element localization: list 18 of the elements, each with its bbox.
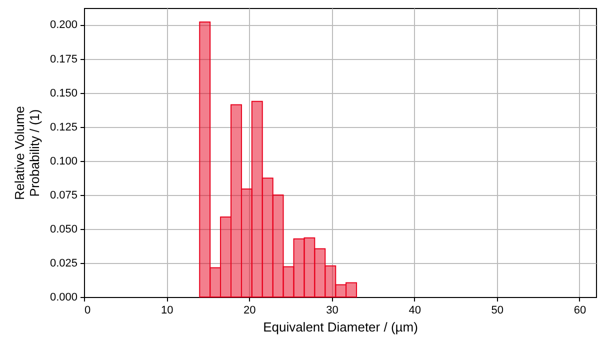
- x-tick-label: 40: [408, 304, 421, 316]
- x-tick-label: 0: [84, 304, 91, 316]
- y-tick-label: 0.100: [50, 155, 78, 168]
- y-tick-label: 0.200: [50, 19, 78, 32]
- x-tick-label: 50: [491, 304, 504, 316]
- y-tick-label: 0.025: [50, 257, 78, 270]
- x-tick-label: 60: [574, 304, 586, 316]
- y-tick-label: 0.000: [50, 292, 78, 304]
- y-axis-title: Relative Volume Probability / (1): [12, 106, 42, 200]
- x-axis-title: Equivalent Diameter / (µm): [263, 320, 418, 334]
- x-tick-label: 30: [326, 304, 338, 316]
- x-tick-label: 10: [160, 304, 174, 316]
- y-tick-label: 0.050: [50, 223, 78, 236]
- y-tick-label: 0.125: [50, 121, 78, 134]
- y-tick-label: 0.075: [50, 189, 78, 202]
- y-tick-label: 0.175: [50, 53, 78, 66]
- x-tick-label: 20: [244, 304, 256, 316]
- y-tick-label: 0.150: [50, 87, 78, 100]
